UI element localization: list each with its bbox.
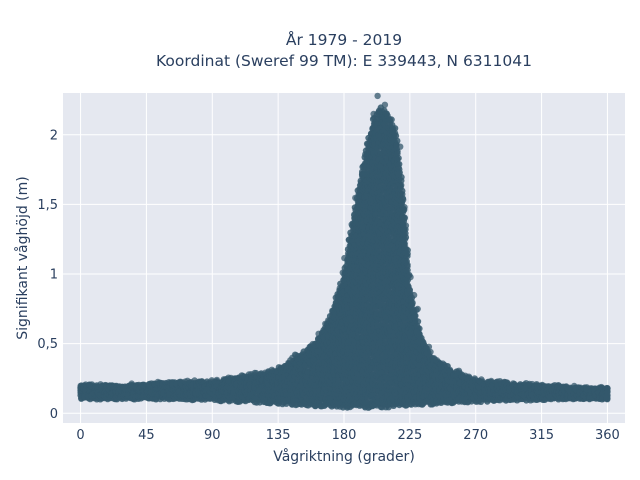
- chart-title-line-1: År 1979 - 2019: [286, 30, 402, 49]
- data-point: [394, 150, 401, 157]
- data-point: [391, 125, 399, 132]
- data-point: [400, 196, 407, 203]
- data-point: [374, 92, 381, 100]
- chart-title-line-2: Koordinat (Sweref 99 TM): E 339443, N 63…: [156, 52, 532, 70]
- data-point: [396, 160, 403, 168]
- data-point: [386, 115, 393, 123]
- data-point: [395, 170, 403, 178]
- data-point: [397, 143, 404, 150]
- data-point: [381, 101, 389, 109]
- data-point: [399, 187, 406, 195]
- data-points: [77, 92, 611, 411]
- data-point: [394, 137, 401, 145]
